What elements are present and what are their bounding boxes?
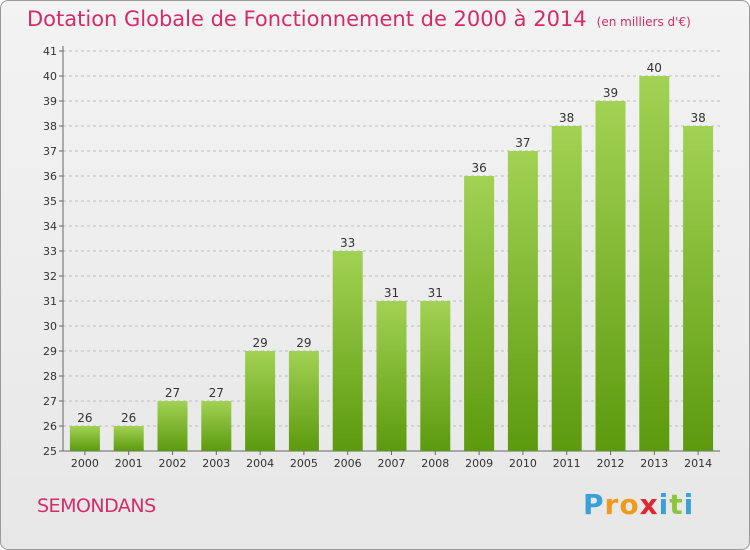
logo-letter: o bbox=[619, 488, 640, 521]
x-tick-label: 2003 bbox=[202, 457, 230, 470]
x-tick-label: 2009 bbox=[465, 457, 493, 470]
x-tick-label: 2005 bbox=[290, 457, 318, 470]
x-tick-label: 2013 bbox=[640, 457, 668, 470]
data-label: 33 bbox=[340, 236, 355, 250]
bar bbox=[113, 426, 144, 451]
data-label: 38 bbox=[559, 111, 574, 125]
bar bbox=[69, 426, 100, 451]
bar bbox=[376, 301, 407, 451]
x-tick-label: 2011 bbox=[553, 457, 581, 470]
y-tick-label: 36 bbox=[43, 170, 57, 183]
y-tick-label: 38 bbox=[43, 120, 57, 133]
bar bbox=[507, 151, 538, 451]
y-tick-labels: 25 26 27 28 29 30 31 32 33 34 35 36 37 38 39 40 41 bbox=[43, 45, 57, 458]
y-tick-label: 39 bbox=[43, 95, 57, 108]
bar bbox=[683, 126, 714, 451]
logo-letter: i bbox=[658, 488, 670, 521]
logo-letter: i bbox=[683, 488, 695, 521]
logo-letter: x bbox=[639, 488, 659, 521]
bar bbox=[288, 351, 319, 451]
commune-name: SEMONDANS bbox=[37, 495, 156, 517]
data-label: 29 bbox=[252, 336, 267, 350]
bar bbox=[201, 401, 232, 451]
data-label: 27 bbox=[165, 386, 180, 400]
bar bbox=[157, 401, 188, 451]
x-tick-label: 2004 bbox=[246, 457, 274, 470]
data-label: 31 bbox=[384, 286, 399, 300]
bar bbox=[639, 76, 670, 451]
x-tick-label: 2002 bbox=[159, 457, 187, 470]
logo-letter: r bbox=[604, 488, 620, 521]
logo-letter: P bbox=[583, 488, 605, 521]
y-tick-label: 37 bbox=[43, 145, 57, 158]
bar bbox=[245, 351, 276, 451]
data-label: 27 bbox=[209, 386, 224, 400]
x-tick-label: 2007 bbox=[378, 457, 406, 470]
proxiti-logo: Proxiti bbox=[583, 488, 694, 521]
data-label: 38 bbox=[690, 111, 705, 125]
title-text: Dotation Globale de Fonctionnement de 20… bbox=[27, 7, 587, 31]
y-tick-label: 35 bbox=[43, 195, 57, 208]
x-tick-label: 2014 bbox=[684, 457, 712, 470]
x-tick-label: 2001 bbox=[115, 457, 143, 470]
x-tick-label: 2008 bbox=[421, 457, 449, 470]
y-tick-label: 33 bbox=[43, 245, 57, 258]
y-tick-label: 25 bbox=[43, 445, 57, 458]
x-tick-label: 2010 bbox=[509, 457, 537, 470]
logo-letter: t bbox=[669, 488, 684, 521]
y-tick-label: 26 bbox=[43, 420, 57, 433]
bars bbox=[69, 76, 714, 451]
data-label: 37 bbox=[515, 136, 530, 150]
bar bbox=[332, 251, 363, 451]
x-tick-label: 2006 bbox=[334, 457, 362, 470]
y-tick-label: 41 bbox=[43, 45, 57, 58]
bar bbox=[595, 101, 626, 451]
data-label: 31 bbox=[428, 286, 443, 300]
y-tick-label: 27 bbox=[43, 395, 57, 408]
data-label: 26 bbox=[77, 411, 92, 425]
bar bbox=[464, 176, 495, 451]
data-label: 29 bbox=[296, 336, 311, 350]
y-tick-label: 31 bbox=[43, 295, 57, 308]
y-tick-label: 40 bbox=[43, 70, 57, 83]
bar bbox=[551, 126, 582, 451]
y-tick-label: 30 bbox=[43, 320, 57, 333]
y-tick-label: 28 bbox=[43, 370, 57, 383]
x-tick-labels: 2000 2001 2002 2003 2004 2005 2006 2007 2008 2009… bbox=[71, 457, 712, 470]
data-label: 39 bbox=[603, 86, 618, 100]
data-labels: 26 26 27 27 29 29 33 31 31 36 37 38 39 40 38 bbox=[77, 61, 705, 425]
data-label: 26 bbox=[121, 411, 136, 425]
data-label: 36 bbox=[471, 161, 486, 175]
y-tick-label: 34 bbox=[43, 220, 57, 233]
unit-label: (en milliers d'€) bbox=[596, 15, 691, 29]
bar bbox=[420, 301, 451, 451]
x-tick-label: 2000 bbox=[71, 457, 99, 470]
chart-title: Dotation Globale de Fonctionnement de 20… bbox=[27, 7, 691, 31]
data-label: 40 bbox=[647, 61, 662, 75]
y-tick-label: 32 bbox=[43, 270, 57, 283]
x-tick-label: 2012 bbox=[597, 457, 625, 470]
y-tick-label: 29 bbox=[43, 345, 57, 358]
